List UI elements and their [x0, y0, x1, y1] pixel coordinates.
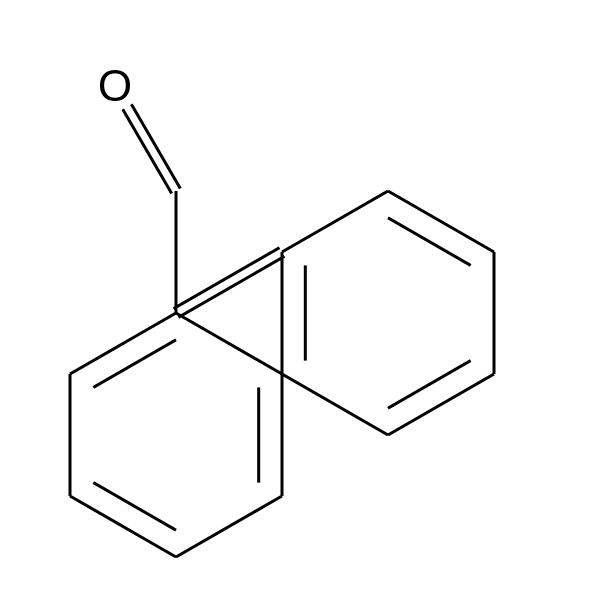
chemical-structure: O [0, 0, 600, 600]
atom-label-o: O [98, 62, 132, 111]
